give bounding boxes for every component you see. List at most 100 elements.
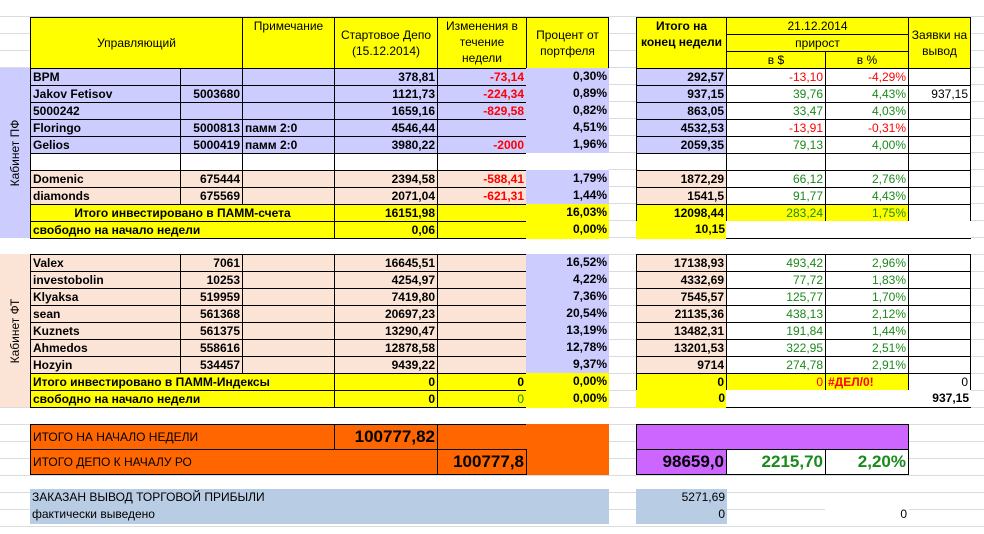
free-label[interactable]: свободно на начало недели [30,390,335,408]
note[interactable]: памм 2:0 [242,136,335,154]
end-total[interactable]: 21135,36 [636,305,727,323]
total-withdraw[interactable] [908,204,971,222]
start-depo[interactable]: 12878,58 [334,339,438,357]
weekly-change[interactable] [437,305,527,323]
growth-usd[interactable]: 493,42 [726,254,826,272]
note[interactable] [242,102,335,120]
free-withdraw[interactable]: 937,15 [908,390,971,408]
account-id[interactable]: 519959 [180,288,243,306]
total-end[interactable]: 0 [636,373,727,391]
manager-name[interactable]: Gelios [30,136,181,154]
header-withdraw[interactable]: Заявки на вывод [908,17,971,69]
total-usd-value[interactable]: 2215,70 [726,449,826,475]
portfolio-percent[interactable]: 1,96% [526,136,609,154]
weekly-change[interactable] [437,254,527,272]
manager-name[interactable]: Domenic [30,170,181,188]
weekly-change[interactable] [437,322,527,340]
account-id[interactable]: 675569 [180,187,243,205]
manager-name[interactable]: Klyaksa [30,288,181,306]
note[interactable] [242,339,335,357]
weekly-change[interactable]: -829,58 [437,102,527,120]
portfolio-percent[interactable]: 4,51% [526,119,609,137]
manager-name[interactable]: Jakov Fetisov [30,85,181,103]
growth-usd[interactable]: -13,10 [726,68,826,86]
growth-pct[interactable]: -0,31% [825,119,909,137]
actual-withdrawal-extra[interactable]: 0 [825,506,909,524]
total-percent[interactable]: 0,00% [526,373,609,391]
weekly-change[interactable]: -588,41 [437,170,527,188]
free-percent[interactable]: 0,00% [526,221,609,239]
account-id[interactable]: 5000419 [180,136,243,154]
withdraw-request[interactable] [908,153,971,171]
withdraw-request[interactable]: 937,15 [908,85,971,103]
account-id[interactable]: 561375 [180,322,243,340]
growth-usd[interactable]: 77,72 [726,271,826,289]
growth-pct[interactable]: 4,00% [825,136,909,154]
withdraw-request[interactable] [908,339,971,357]
note[interactable] [242,271,335,289]
free-label[interactable]: свободно на начало недели [30,221,335,239]
total-invested-label[interactable]: Итого инвестировано в ПАММ-Индексы [30,373,335,391]
account-id[interactable]: 561368 [180,305,243,323]
manager-name[interactable]: Kuznets [30,322,181,340]
total-withdraw[interactable]: 0 [908,373,971,391]
start-depo[interactable]: 13290,47 [334,322,438,340]
manager-name[interactable]: 5000242 [30,102,181,120]
growth-pct[interactable]: 4,43% [825,85,909,103]
weekly-change[interactable] [437,119,527,137]
free-end[interactable]: 0 [636,390,727,408]
account-id[interactable]: 534457 [180,356,243,374]
depo-value[interactable]: 100777,8 [437,449,527,475]
start-depo[interactable]: 3980,22 [334,136,438,154]
end-total[interactable]: 7545,57 [636,288,727,306]
growth-usd[interactable]: 322,95 [726,339,826,357]
note[interactable] [242,356,335,374]
growth-usd[interactable]: 125,77 [726,288,826,306]
start-depo[interactable]: 2394,58 [334,170,438,188]
account-id[interactable] [180,102,243,120]
end-total[interactable]: 9714 [636,356,727,374]
portfolio-percent[interactable]: 0,82% [526,102,609,120]
total-change[interactable]: 0 [437,373,527,391]
free-start[interactable]: 0 [334,390,438,408]
growth-pct[interactable]: 4,43% [825,187,909,205]
end-total[interactable]: 13482,31 [636,322,727,340]
account-id[interactable]: 10253 [180,271,243,289]
growth-usd[interactable]: 79,13 [726,136,826,154]
total-pct[interactable]: 1,75% [825,204,909,222]
account-id[interactable]: 5000813 [180,119,243,137]
manager-name[interactable] [30,153,181,171]
withdraw-request[interactable] [908,102,971,120]
growth-pct[interactable] [825,153,909,171]
header-note[interactable]: Примечание [242,17,335,69]
growth-pct[interactable]: -4,29% [825,68,909,86]
total-pct-value[interactable]: 2,20% [825,449,909,475]
start-depo[interactable]: 4546,44 [334,119,438,137]
withdraw-request[interactable] [908,356,971,374]
total-start[interactable]: 0 [334,373,438,391]
total-usd[interactable]: 283,24 [726,204,826,222]
manager-name[interactable]: sean [30,305,181,323]
header-start-depo[interactable]: Стартовое Депо (15.12.2014) [334,17,438,69]
account-id[interactable]: 675444 [180,170,243,188]
withdraw-request[interactable] [908,271,971,289]
start-depo[interactable]: 2071,04 [334,187,438,205]
note[interactable] [242,85,335,103]
portfolio-percent[interactable]: 1,79% [526,170,609,188]
manager-name[interactable]: Valex [30,254,181,272]
account-id[interactable] [180,153,243,171]
weekly-change[interactable]: -2000 [437,136,527,154]
total-change[interactable] [437,204,527,222]
total-usd[interactable]: 0 [726,373,826,391]
portfolio-percent[interactable]: 4,22% [526,271,609,289]
growth-usd[interactable] [726,153,826,171]
end-total[interactable]: 1541,5 [636,187,727,205]
weekly-change[interactable]: -224,34 [437,85,527,103]
withdraw-request[interactable] [908,254,971,272]
free-end[interactable]: 10,15 [636,221,727,239]
growth-usd[interactable]: 33,47 [726,102,826,120]
week-start-value[interactable]: 100777,82 [334,424,438,450]
free-change[interactable] [437,221,527,239]
start-depo[interactable] [334,153,438,171]
growth-pct[interactable]: 1,83% [825,271,909,289]
